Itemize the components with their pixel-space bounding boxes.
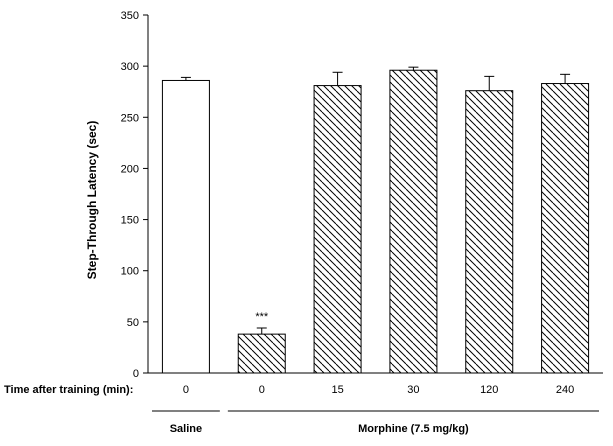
group-label: Saline — [170, 423, 202, 435]
y-tick-label: 150 — [121, 215, 139, 227]
bar — [313, 85, 362, 374]
bar — [161, 79, 210, 374]
category-label: 0 — [259, 384, 265, 396]
group-label: Morphine (7.5 mg/kg) — [358, 423, 469, 435]
bar — [465, 90, 514, 374]
bar — [389, 69, 438, 374]
significance-annotation: *** — [255, 311, 269, 323]
y-axis-title: Step-Through Latency (sec) — [85, 121, 99, 280]
category-label: 240 — [556, 384, 574, 396]
y-tick-label: 100 — [121, 266, 139, 278]
y-tick-label: 0 — [133, 368, 139, 380]
y-tick-label: 50 — [127, 317, 139, 329]
bar — [237, 333, 286, 374]
category-label: 30 — [407, 384, 419, 396]
y-tick-label: 200 — [121, 163, 139, 175]
y-tick-label: 300 — [121, 61, 139, 73]
category-label: 0 — [183, 384, 189, 396]
y-tick-label: 250 — [121, 112, 139, 124]
bar — [541, 83, 590, 374]
y-tick-label: 350 — [121, 10, 139, 22]
category-label: 120 — [480, 384, 498, 396]
x-axis-title: Time after training (min): — [4, 384, 133, 396]
category-label: 15 — [331, 384, 343, 396]
